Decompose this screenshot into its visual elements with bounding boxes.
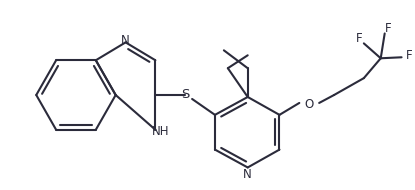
Text: F: F	[406, 49, 413, 62]
Text: F: F	[386, 22, 392, 35]
Text: S: S	[181, 89, 189, 101]
Text: F: F	[356, 32, 362, 45]
Text: N: N	[243, 168, 252, 181]
Text: NH: NH	[151, 125, 169, 138]
Text: O: O	[305, 98, 314, 111]
Text: N: N	[121, 34, 130, 47]
